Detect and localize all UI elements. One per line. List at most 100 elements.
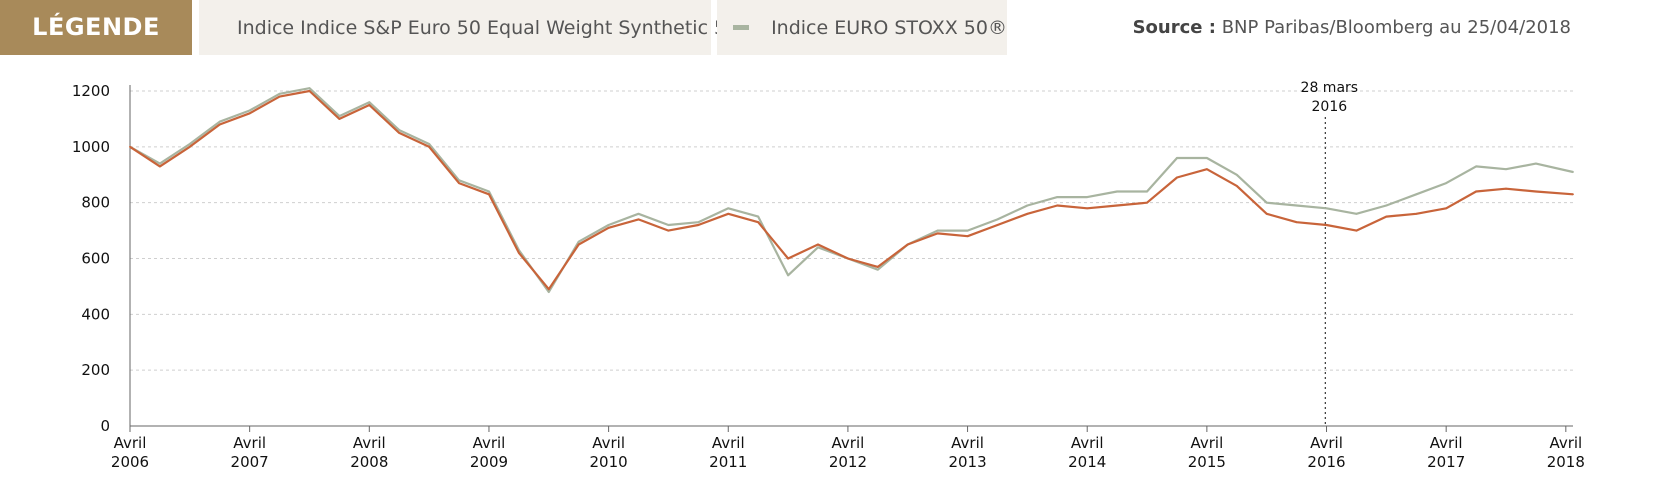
series-0-point-29 xyxy=(996,224,999,226)
series-1-point-42 xyxy=(1385,204,1388,207)
series-line-0 xyxy=(129,89,1574,291)
series-1-point-35 xyxy=(1176,157,1178,159)
x-tick-label-month-2006: Avril xyxy=(114,434,147,452)
series-0-point-35 xyxy=(1176,176,1178,179)
series-1-point-34 xyxy=(1146,190,1148,193)
series-1-point-31 xyxy=(1056,196,1059,198)
series-0-point-46 xyxy=(1505,187,1507,190)
series-1-point-15 xyxy=(577,240,580,243)
series-1-point-30 xyxy=(1026,204,1029,207)
source-note: Source : BNP Paribas/Bloomberg au 25/04/… xyxy=(1133,0,1571,55)
x-tick-label-year-2013: 2013 xyxy=(948,453,986,471)
x-tick-label-year-2007: 2007 xyxy=(231,453,269,471)
series-1-point-6 xyxy=(308,87,311,90)
series-0-point-23 xyxy=(817,243,819,246)
series-1-point-45 xyxy=(1475,165,1477,168)
series-1-point-37 xyxy=(1235,173,1238,176)
series-1-point-1 xyxy=(159,162,161,165)
series-0-point-41 xyxy=(1355,229,1358,232)
series-1-point-17 xyxy=(637,212,640,215)
series-0-point-43 xyxy=(1415,212,1418,215)
series-0-point-10 xyxy=(428,145,431,148)
x-tick-label-month-2007: Avril xyxy=(233,434,266,452)
x-tick-label-month-2017: Avril xyxy=(1430,434,1463,452)
x-tick-label-year-2018: 2018 xyxy=(1547,453,1585,471)
series-0-point-0 xyxy=(129,145,131,148)
series-0-point-9 xyxy=(398,131,401,134)
y-tick-label-1200: 1200 xyxy=(72,82,110,100)
series-0-point-7 xyxy=(338,118,341,120)
series-0-point-22 xyxy=(787,257,789,260)
x-tick-label-year-2011: 2011 xyxy=(709,453,747,471)
series-1-point-33 xyxy=(1116,190,1119,193)
series-1-point-38 xyxy=(1265,201,1268,204)
x-tick-label-year-2017: 2017 xyxy=(1427,453,1465,471)
series-0-point-33 xyxy=(1116,204,1119,207)
series-0-point-13 xyxy=(517,252,520,254)
y-tick-label-200: 200 xyxy=(81,361,110,379)
series-1-point-41 xyxy=(1355,212,1358,215)
series-1-point-27 xyxy=(936,229,939,232)
series-0-point-44 xyxy=(1445,207,1448,210)
x-tick-label-month-2012: Avril xyxy=(832,434,865,452)
series-1-point-18 xyxy=(667,224,670,226)
series-0-point-6 xyxy=(308,90,311,92)
annotation-label-date: 28 mars xyxy=(1301,80,1359,96)
series-0-point-42 xyxy=(1385,215,1388,218)
x-tick-label-month-2013: Avril xyxy=(951,434,984,452)
series-0-point-36 xyxy=(1205,168,1208,171)
series-1-point-47 xyxy=(1535,162,1537,165)
x-tick-label-year-2016: 2016 xyxy=(1307,453,1345,471)
legend-swatch-euro-stoxx-50 xyxy=(733,25,750,30)
x-tick-label-year-2014: 2014 xyxy=(1068,453,1106,471)
series-1-point-22 xyxy=(787,274,789,277)
x-tick-label-month-2015: Avril xyxy=(1190,434,1223,452)
legend-label-sp-euro-50: Indice Indice S&P Euro 50 Equal Weight S… xyxy=(237,16,751,39)
series-0-point-27 xyxy=(936,232,939,235)
legend-item-euro-stoxx-50: Indice EURO STOXX 50® xyxy=(717,0,1007,55)
series-1-point-11 xyxy=(458,179,460,182)
series-0-point-28 xyxy=(966,235,969,238)
series-1-point-46 xyxy=(1505,168,1507,171)
series-0-point-32 xyxy=(1086,207,1089,210)
series-0-point-16 xyxy=(607,226,610,229)
series-0-point-39 xyxy=(1295,221,1298,224)
series-1-point-9 xyxy=(398,129,401,131)
series-0-point-26 xyxy=(906,243,909,246)
series-1-point-3 xyxy=(218,120,221,123)
series-1-point-36 xyxy=(1205,157,1208,159)
series-0-point-17 xyxy=(637,218,640,221)
series-0-point-40 xyxy=(1325,224,1328,226)
x-tick-label-year-2008: 2008 xyxy=(350,453,388,471)
legend-title: LÉGENDE xyxy=(0,0,192,55)
series-0-point-2 xyxy=(188,145,191,148)
series-1-point-44 xyxy=(1445,182,1448,185)
series-1-point-19 xyxy=(697,221,700,224)
series-1-point-4 xyxy=(248,109,251,112)
series-0-point-38 xyxy=(1265,212,1268,215)
series-1-point-23 xyxy=(817,246,819,249)
x-tick-label-year-2012: 2012 xyxy=(829,453,867,471)
legend-item-sp-euro-50: Indice Indice S&P Euro 50 Equal Weight S… xyxy=(199,0,750,55)
series-1-point-32 xyxy=(1086,196,1089,198)
annotation-label-year: 2016 xyxy=(1312,99,1348,115)
x-tick-label-year-2009: 2009 xyxy=(470,453,508,471)
series-1-point-25 xyxy=(876,268,879,271)
series-0-point-21 xyxy=(757,221,760,224)
y-tick-label-800: 800 xyxy=(81,194,110,212)
line-chart: 020040060080010001200Avril2006Avril2007A… xyxy=(72,80,1585,471)
series-1-point-20 xyxy=(727,207,730,210)
x-tick-label-year-2010: 2010 xyxy=(590,453,628,471)
series-0-point-34 xyxy=(1146,201,1148,204)
series-1-point-29 xyxy=(996,218,999,221)
series-1-point-8 xyxy=(368,101,371,104)
series-0-point-11 xyxy=(458,182,460,185)
series-1-point-21 xyxy=(757,215,760,218)
legend-label-euro-stoxx-50: Indice EURO STOXX 50® xyxy=(771,16,1007,39)
series-1-point-7 xyxy=(338,115,341,118)
series-0-point-12 xyxy=(488,193,490,196)
series-0-point-30 xyxy=(1026,212,1029,215)
x-tick-label-year-2015: 2015 xyxy=(1188,453,1226,471)
series-0-point-15 xyxy=(577,243,580,246)
series-0-point-24 xyxy=(847,257,849,260)
